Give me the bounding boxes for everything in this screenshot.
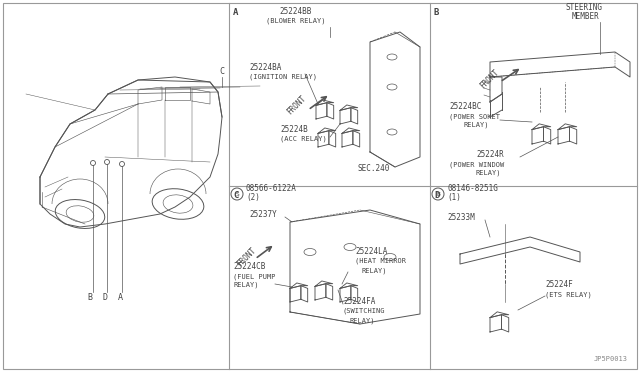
Text: FRONT: FRONT bbox=[235, 245, 258, 268]
Text: (FUEL PUMP: (FUEL PUMP bbox=[233, 273, 275, 279]
Text: D: D bbox=[102, 293, 108, 302]
Text: 25224LA: 25224LA bbox=[355, 247, 387, 256]
Text: 25224B: 25224B bbox=[280, 125, 308, 134]
Text: 25224FA: 25224FA bbox=[343, 297, 376, 306]
Text: RELAY): RELAY) bbox=[476, 170, 502, 176]
Text: RELAY): RELAY) bbox=[362, 267, 387, 273]
Text: 25224BB: 25224BB bbox=[280, 7, 312, 16]
Text: S: S bbox=[235, 192, 239, 196]
Text: FRONT: FRONT bbox=[478, 67, 500, 90]
Text: 08566-6122A: 08566-6122A bbox=[246, 184, 297, 193]
Circle shape bbox=[231, 188, 243, 200]
Text: 25224BC: 25224BC bbox=[449, 102, 481, 111]
Ellipse shape bbox=[152, 189, 204, 219]
Text: C: C bbox=[220, 67, 225, 76]
Text: FRONT: FRONT bbox=[285, 93, 308, 116]
Text: (ACC RELAY): (ACC RELAY) bbox=[280, 136, 327, 142]
Ellipse shape bbox=[55, 199, 105, 228]
Text: (POWER SOKET: (POWER SOKET bbox=[449, 113, 500, 119]
Text: (2): (2) bbox=[246, 193, 260, 202]
Text: RELAY): RELAY) bbox=[463, 122, 488, 128]
Text: B: B bbox=[436, 192, 440, 196]
Ellipse shape bbox=[384, 253, 396, 260]
Text: MEMBER: MEMBER bbox=[572, 12, 600, 21]
Text: RELAY): RELAY) bbox=[350, 317, 376, 324]
Circle shape bbox=[90, 160, 95, 166]
Text: SEC.240: SEC.240 bbox=[358, 164, 390, 173]
Text: 25224R: 25224R bbox=[476, 150, 504, 159]
Text: (IGNITION RELAY): (IGNITION RELAY) bbox=[249, 74, 317, 80]
Ellipse shape bbox=[304, 248, 316, 256]
Text: B: B bbox=[434, 8, 440, 17]
Text: (HEAT MIRROR: (HEAT MIRROR bbox=[355, 258, 406, 264]
Ellipse shape bbox=[344, 244, 356, 250]
Circle shape bbox=[104, 160, 109, 164]
Text: 25224CB: 25224CB bbox=[233, 262, 266, 271]
Ellipse shape bbox=[66, 206, 94, 222]
Text: (BLOWER RELAY): (BLOWER RELAY) bbox=[266, 18, 326, 25]
Text: (1): (1) bbox=[447, 193, 461, 202]
Text: D: D bbox=[434, 191, 440, 200]
Text: 25224BA: 25224BA bbox=[249, 63, 282, 72]
Text: RELAY): RELAY) bbox=[233, 282, 259, 289]
Ellipse shape bbox=[163, 195, 193, 213]
Ellipse shape bbox=[387, 129, 397, 135]
Text: STEERING: STEERING bbox=[565, 3, 602, 12]
Circle shape bbox=[432, 188, 444, 200]
Text: (SWITCHING: (SWITCHING bbox=[343, 308, 385, 314]
Text: A: A bbox=[233, 8, 238, 17]
Text: C: C bbox=[233, 191, 238, 200]
Text: 25224F: 25224F bbox=[545, 280, 573, 289]
Circle shape bbox=[120, 161, 125, 167]
Text: A: A bbox=[118, 293, 122, 302]
Text: JP5P0013: JP5P0013 bbox=[594, 356, 628, 362]
Ellipse shape bbox=[387, 54, 397, 60]
Text: 08146-8251G: 08146-8251G bbox=[447, 184, 498, 193]
Ellipse shape bbox=[387, 84, 397, 90]
Text: 25233M: 25233M bbox=[447, 213, 475, 222]
Text: B: B bbox=[88, 293, 93, 302]
Text: (ETS RELAY): (ETS RELAY) bbox=[545, 291, 592, 298]
Text: 25237Y: 25237Y bbox=[249, 210, 276, 219]
Text: (POWER WINDOW: (POWER WINDOW bbox=[449, 161, 504, 167]
